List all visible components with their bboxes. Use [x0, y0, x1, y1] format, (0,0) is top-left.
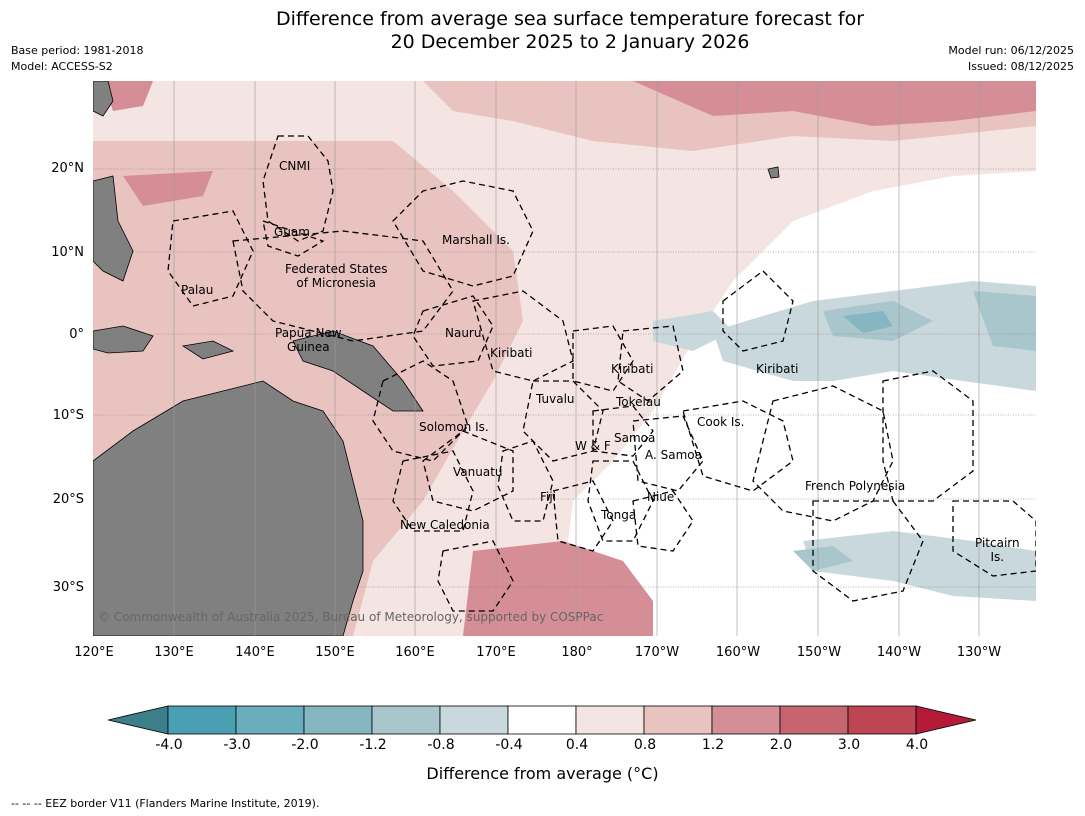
cbar-tick: -1.2 — [359, 737, 387, 753]
place-tuvalu: Tuvalu — [536, 392, 575, 406]
place-tokelau: Tokelau — [616, 395, 661, 409]
cbar-tick: -2.0 — [291, 737, 319, 753]
cbar-tick: 4.0 — [905, 737, 929, 753]
lon-label-160w: 160°W — [715, 645, 761, 660]
place-guam: Guam — [274, 225, 310, 239]
place-american-samoa: A. Samoa — [645, 448, 702, 462]
place-fiji: Fiji — [540, 490, 557, 504]
lon-label-140e: 140°E — [235, 645, 275, 660]
place-niue: Niue — [647, 490, 675, 504]
colorbar-segment — [711, 705, 781, 735]
lat-label-30s: 30°S — [52, 580, 84, 595]
meta-right: Model run: 06/12/2025 Issued: 08/12/2025 — [948, 43, 1074, 75]
colorbar-segment — [507, 705, 577, 735]
colorbar-segment — [643, 705, 713, 735]
cbar-tick: -0.8 — [427, 737, 455, 753]
meta-left: Base period: 1981-2018 Model: ACCESS-S2 — [11, 43, 143, 75]
lat-label-20s: 20°S — [52, 492, 84, 507]
colorbar-svg — [107, 705, 977, 735]
colorbar-label: Difference from average (°C) — [426, 764, 659, 783]
lon-label-180: 180° — [561, 645, 593, 660]
place-png-line2: Guinea — [287, 340, 330, 354]
cbar-tick: -3.0 — [223, 737, 251, 753]
place-vanuatu: Vanuatu — [453, 465, 503, 479]
lon-label-140w: 140°W — [876, 645, 922, 660]
lon-label-150w: 150°W — [796, 645, 842, 660]
colorbar-segment — [235, 705, 305, 735]
lon-label-130w: 130°W — [956, 645, 1002, 660]
place-fsm: Federated States of Micronesia — [285, 262, 387, 290]
cbar-tick: -4.0 — [155, 737, 183, 753]
place-pitcairn-line1: Pitcairn — [975, 536, 1020, 550]
cbar-tick: 1.2 — [701, 737, 725, 753]
lat-label-10n: 10°N — [51, 245, 84, 260]
colorbar-segment — [575, 705, 645, 735]
place-new-caledonia: New Caledonia — [400, 518, 490, 532]
colorbar-segment — [371, 705, 441, 735]
lon-label-160e: 160°E — [395, 645, 435, 660]
issued-date: Issued: 08/12/2025 — [967, 60, 1074, 73]
place-fsm-line1: Federated States — [285, 262, 388, 276]
lat-label-0: 0° — [69, 327, 84, 342]
place-png-line1: Papua New — [275, 326, 342, 340]
title-line-2: 20 December 2025 to 2 January 2026 — [390, 31, 750, 53]
cbar-tick: 0.4 — [565, 737, 589, 753]
colorbar-segment — [439, 705, 509, 735]
cbar-tick: 3.0 — [837, 737, 861, 753]
colorbar — [107, 705, 978, 735]
place-palau: Palau — [181, 283, 214, 297]
place-tonga: Tonga — [601, 508, 637, 522]
eez-footnote: -- -- -- EEZ border V11 (Flanders Marine… — [11, 797, 320, 810]
lon-label-150e: 150°E — [315, 645, 355, 660]
map-canvas — [93, 81, 1036, 636]
lon-label-120e: 120°E — [74, 645, 114, 660]
place-kiribati-central: Kiribati — [611, 362, 654, 376]
lon-label-130e: 130°E — [154, 645, 194, 660]
title-line-1: Difference from average sea surface temp… — [275, 8, 865, 30]
colorbar-segment — [167, 705, 237, 735]
colorbar-segment — [779, 705, 849, 735]
place-marshall: Marshall Is. — [442, 233, 510, 247]
colorbar-extend-low — [107, 705, 169, 735]
colorbar-extend-high — [915, 705, 977, 735]
place-fsm-line2: of Micronesia — [296, 276, 377, 290]
model-run: Model run: 06/12/2025 — [948, 44, 1074, 57]
cbar-tick: 0.8 — [633, 737, 657, 753]
chart-title: Difference from average sea surface temp… — [0, 8, 1085, 54]
lon-label-170w: 170°W — [634, 645, 680, 660]
place-solomon: Solomon Is. — [419, 420, 489, 434]
base-period: Base period: 1981-2018 — [11, 44, 144, 57]
place-nauru: Nauru — [445, 326, 482, 340]
lon-label-170e: 170°E — [476, 645, 516, 660]
place-kiribati-west: Kiribati — [490, 346, 533, 360]
lat-label-20n: 20°N — [51, 161, 84, 176]
cbar-tick: 2.0 — [769, 737, 793, 753]
place-wf: W & F — [575, 439, 611, 453]
place-cnmi: CNMI — [279, 159, 311, 173]
colorbar-segment — [847, 705, 917, 735]
place-pitcairn-line2: Is. — [990, 550, 1005, 564]
sst-anomaly-map — [93, 81, 1036, 636]
copyright-notice: © Commonwealth of Australia 2025, Bureau… — [98, 610, 604, 624]
place-kiribati-east: Kiribati — [756, 362, 799, 376]
place-png: Papua New Guinea — [275, 326, 342, 354]
place-cook: Cook Is. — [697, 415, 745, 429]
cbar-tick: -0.4 — [495, 737, 523, 753]
place-pitcairn: Pitcairn Is. — [975, 536, 1020, 564]
place-samoa: Samoa — [614, 431, 656, 445]
colorbar-segment — [303, 705, 373, 735]
place-french-polynesia: French Polynesia — [805, 479, 906, 493]
model-name: Model: ACCESS-S2 — [11, 60, 113, 73]
lat-label-10s: 10°S — [52, 408, 84, 423]
